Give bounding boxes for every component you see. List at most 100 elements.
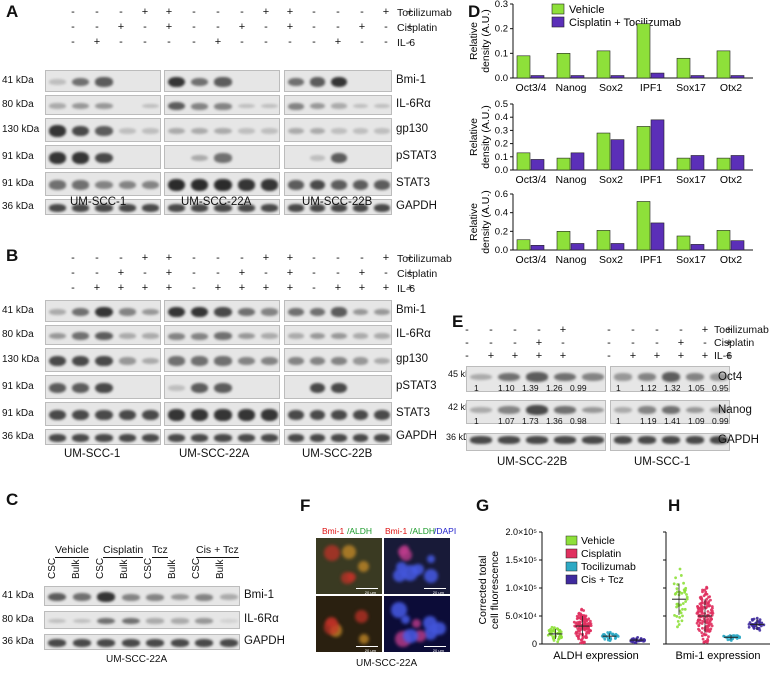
band-A-1-1-3 (237, 103, 255, 109)
g-legend-swatch-2 (565, 561, 578, 572)
band-A-5-1-3 (237, 204, 255, 212)
d-xticklabel-2-3: IPF1 (640, 254, 662, 266)
g-point-2-7 (608, 630, 612, 634)
band-B-5-0-3 (118, 434, 136, 442)
panel-c-group-1: Cisplatin (103, 544, 144, 558)
band-A-0-0-1 (72, 77, 90, 87)
marker-B-0: 41 kDa (2, 305, 34, 316)
g-point-1-105 (572, 620, 576, 624)
g-point-0-24 (549, 627, 553, 631)
band-B-0-2-2 (331, 307, 347, 317)
panel-c-band-0-7 (219, 594, 238, 600)
sign-cis-g1-l2: + (238, 21, 246, 33)
h-point-0-15 (685, 595, 689, 599)
f-cell-3-0 (412, 619, 422, 629)
blot-strip-B-1-0 (45, 325, 161, 345)
sign-toc-g0-l4: + (165, 252, 173, 264)
g-point-1-55 (580, 607, 584, 611)
protein-A-2: gp130 (396, 123, 428, 135)
e-strip-0-0 (466, 366, 606, 392)
protein-B-2: gp130 (396, 353, 428, 365)
panel-c-band-0-0 (48, 592, 66, 602)
band-A-0-0-2 (95, 77, 113, 87)
e-sign-cis-g1-l5: + (725, 337, 733, 349)
e-band-1-0-0 (470, 407, 492, 413)
sign-cis-g2-l0: - (312, 21, 316, 33)
sign-toc-g2-l1: - (336, 252, 340, 264)
panel-label-g: G (476, 496, 490, 515)
panel-c-lane-7: Bulk (215, 559, 226, 579)
band-B-5-0-2 (95, 434, 113, 442)
panel-c-marker-2: 36 kDa (2, 636, 34, 647)
e-value-1-1: 1.12 (640, 383, 657, 393)
panel-c-lane-1: Bulk (71, 559, 82, 579)
sign-toc-g2-l2: - (360, 6, 364, 18)
protein-A-3: pSTAT3 (396, 150, 437, 162)
band-A-5-0-2 (95, 204, 113, 212)
band-A-3-2-1 (309, 155, 326, 161)
h-point-1-134 (706, 624, 710, 628)
d-bar-1-0-0 (516, 152, 531, 171)
panel-c-marker-0: 41 kDa (2, 590, 34, 601)
panel-b-cell-2: UM-SCC-22A (179, 448, 250, 460)
sign-cis-g1-l1: - (216, 21, 220, 33)
panel-c-band-2-0 (48, 639, 66, 647)
band-A-2-1-4 (260, 128, 278, 134)
band-A-0-2-0 (288, 77, 304, 87)
band-A-2-1-1 (191, 127, 209, 135)
panel-c-band-0-4 (146, 593, 164, 601)
e-band-1-1-3 (686, 406, 704, 414)
e-value-1-3: 1.05 (688, 383, 705, 393)
h-point-1-138 (700, 634, 704, 638)
g-point-0-18 (552, 639, 556, 642)
h-point-0-3 (685, 593, 688, 596)
band-A-5-0-3 (118, 204, 136, 212)
band-B-4-0-1 (72, 409, 90, 421)
band-B-2-2-1 (309, 356, 326, 366)
d-ylabel-line1-2: Relative (468, 203, 480, 241)
e-label-toc: Tocilizumab (714, 324, 769, 336)
h-point-0-10 (674, 576, 678, 580)
panel-c-marker-1: 80 kDa (2, 614, 34, 625)
g-legend-label-0: Vehicle (581, 535, 615, 547)
panel-c-lane-4: CSC (143, 557, 154, 579)
g-point-0-32 (556, 640, 560, 644)
e-sign-toc-g1-l1: - (631, 324, 635, 336)
band-B-4-1-1 (191, 409, 209, 421)
d-xticklabel-0-5: Otx2 (720, 82, 742, 94)
d-ylabel-line2-0: density (A.U.) (480, 9, 492, 73)
d-bar-1-5-1 (730, 155, 745, 171)
g-yticklabel-4: 2.0×10⁵ (505, 527, 537, 537)
d-xticklabel-1-2: Sox2 (599, 174, 623, 186)
band-A-1-1-4 (260, 103, 278, 109)
band-B-0-0-2 (95, 306, 113, 318)
band-A-2-2-4 (374, 128, 390, 134)
g-point-1-111 (579, 614, 583, 618)
d-ylabel-0: Relativedensity (A.U.) (468, 9, 492, 73)
sign-cis-g0-l2: + (117, 267, 125, 279)
panel-c-lane-3: Bulk (119, 559, 130, 579)
f-cell-0-3 (341, 544, 356, 559)
marker-A-5: 36 kDa (2, 201, 34, 212)
band-A-1-1-1 (191, 102, 209, 110)
e-band-2-1-4 (710, 436, 728, 444)
blot-strip-A-4-1 (164, 172, 280, 196)
g-point-1-87 (579, 617, 583, 621)
e-band-2-1-2 (662, 436, 680, 444)
sign-cis-g1-l0: - (192, 267, 196, 279)
h-point-3-31 (757, 626, 761, 630)
band-A-0-1-0 (168, 76, 186, 88)
panel-b-cell-1: UM-SCC-1 (64, 448, 121, 460)
sign-toc-g0-l2: - (119, 252, 123, 264)
sign-toc-g1-l1: - (216, 252, 220, 264)
h-point-1-114 (705, 621, 709, 625)
g-point-1-114 (584, 614, 588, 618)
e-band-2-0-3 (554, 436, 576, 444)
sign-il6-g0-l1: + (93, 282, 101, 294)
band-A-1-2-4 (374, 103, 390, 109)
d-bar-1-1-1 (570, 152, 585, 171)
panel-c-cell: UM-SCC-22A (106, 654, 168, 665)
d-bar-0-1-0 (556, 53, 571, 79)
marker-A-4: 91 kDa (2, 178, 34, 189)
band-B-4-2-0 (288, 409, 304, 421)
